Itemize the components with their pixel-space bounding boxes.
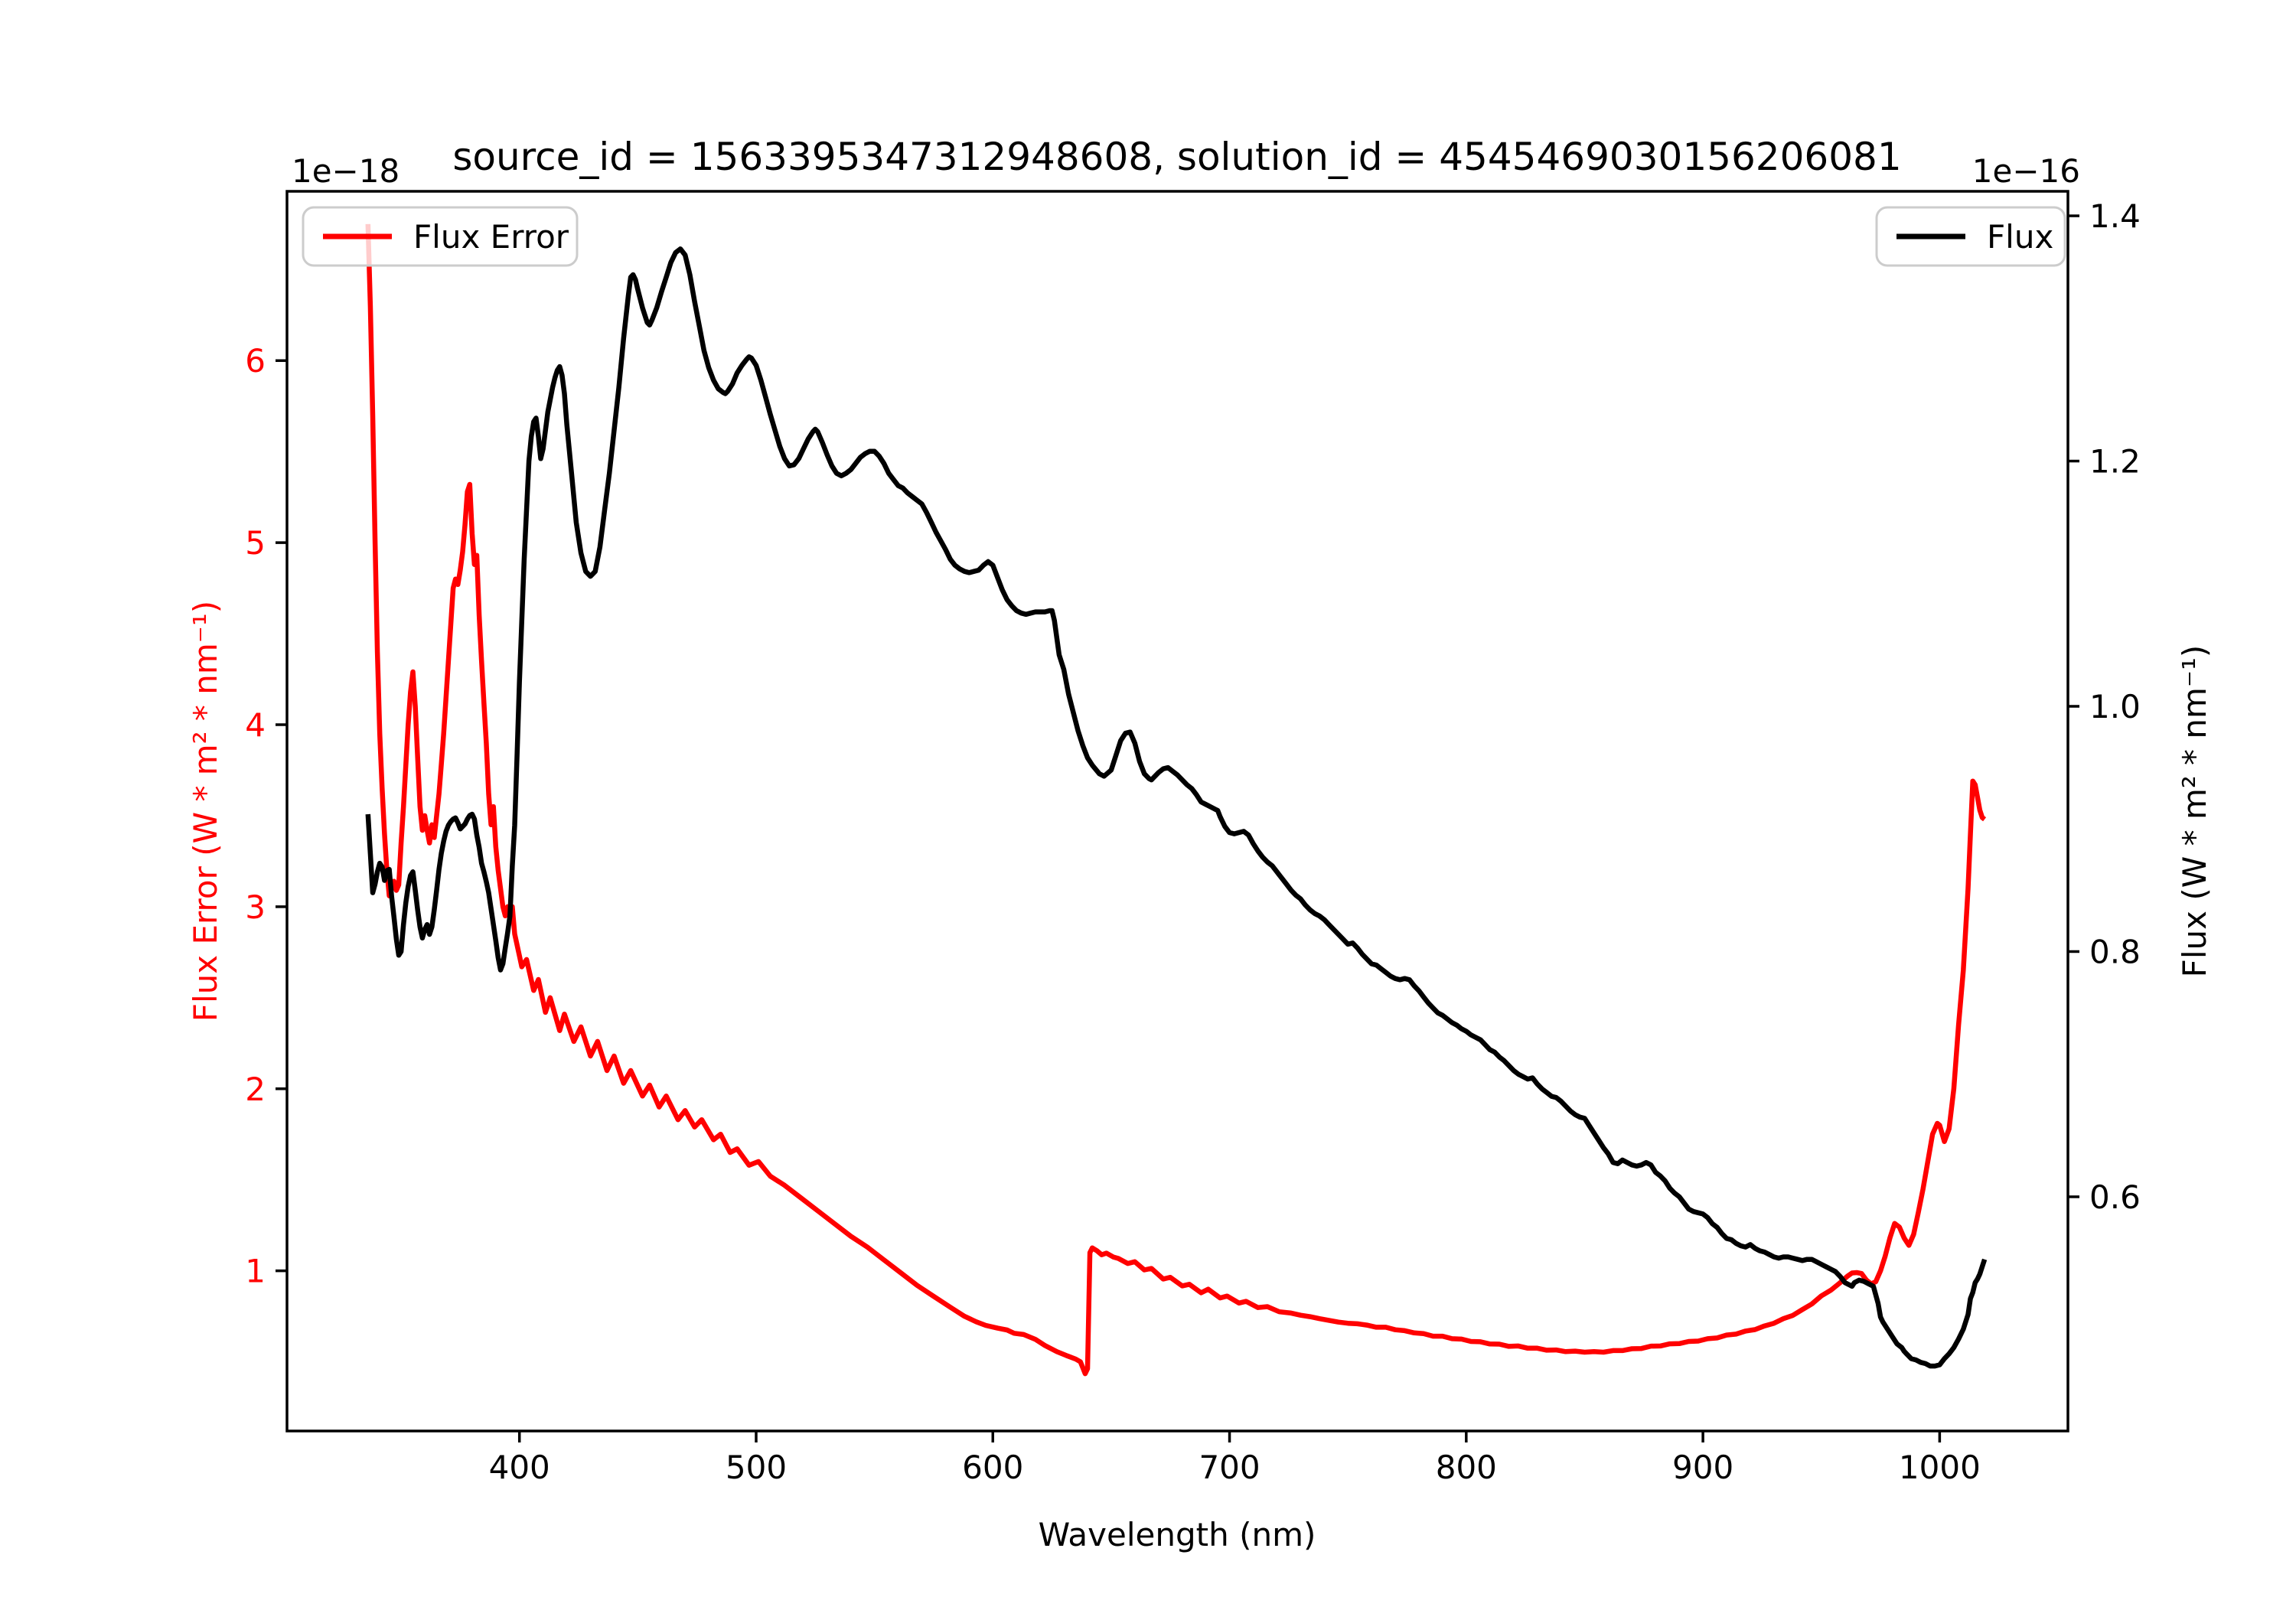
x-tick-label: 900	[1672, 1449, 1733, 1486]
legend-flux-error-frame	[302, 206, 579, 267]
y-left-tick-label: 4	[245, 706, 266, 744]
y-left-tick-label: 3	[245, 888, 266, 926]
y-left-offset-text: 1e−18	[292, 152, 400, 190]
legend-flux-error-label: Flux Error	[413, 218, 569, 256]
y-left-tick-label: 5	[245, 524, 266, 562]
x-tick-label: 500	[726, 1449, 787, 1486]
y-left-axis-label: Flux Error (W * m² * nm⁻¹)	[187, 601, 224, 1022]
legend-flux: Flux	[1875, 206, 2066, 267]
y-right-tick-label: 1.4	[2089, 197, 2141, 235]
y-axis-right-ticks: 0.6 0.8 1.0 1.2 1.4	[2068, 197, 2141, 1216]
y-axis-left-ticks: 1 2 3 4 5 6	[245, 342, 287, 1290]
x-tick-label: 600	[962, 1449, 1023, 1486]
y-right-tick-label: 0.6	[2089, 1178, 2141, 1216]
x-tick-label: 800	[1436, 1449, 1497, 1486]
y-left-tick-label: 2	[245, 1071, 266, 1108]
plot-border	[285, 190, 2069, 1433]
y-right-tick-label: 1.0	[2089, 688, 2141, 725]
y-left-tick-label: 1	[245, 1253, 266, 1290]
legend-flux-label: Flux	[1987, 218, 2053, 256]
y-right-tick-label: 1.2	[2089, 443, 2141, 481]
y-right-offset-text: 1e−16	[1972, 152, 2080, 190]
chart-title: source_id = 1563395347312948608, solutio…	[452, 135, 1901, 179]
y-right-axis-label: Flux (W * m² * nm⁻¹)	[2176, 645, 2213, 978]
x-axis-label: Wavelength (nm)	[1039, 1516, 1316, 1553]
y-left-tick-label: 6	[245, 342, 266, 380]
legend-flux-error: Flux Error	[302, 206, 579, 267]
y-right-tick-label: 0.8	[2089, 933, 2141, 970]
data-series-group	[365, 223, 1988, 1377]
x-tick-label: 1000	[1899, 1449, 1981, 1486]
legend-flux-frame	[1875, 206, 2066, 267]
x-tick-label: 400	[489, 1449, 550, 1486]
x-axis-ticks: 400 500 600 700 800 900 1000	[489, 1431, 1981, 1486]
flux-line	[365, 246, 1988, 1369]
x-tick-label: 700	[1199, 1449, 1260, 1486]
flux-error-line	[365, 223, 1987, 1377]
